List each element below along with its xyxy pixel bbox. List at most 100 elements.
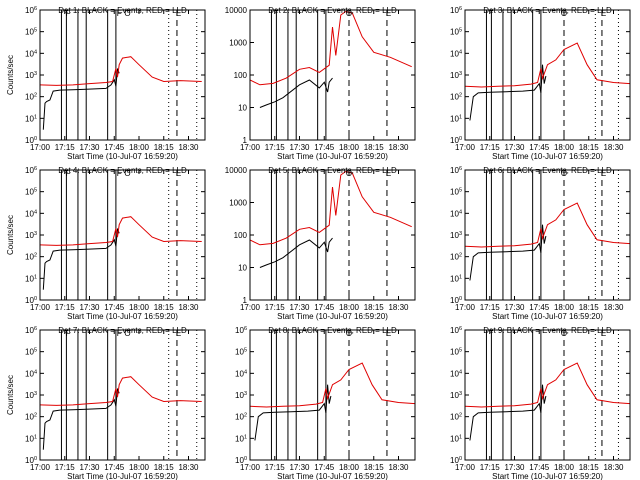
event-marker-label: F <box>117 169 122 178</box>
event-marker-label: F <box>66 329 71 338</box>
series-line-events <box>42 388 120 450</box>
y-tick-exponent: 2 <box>459 413 462 419</box>
x-tick-label: 18:15 <box>154 463 175 472</box>
x-axis-label: Start Time (10-Jul-07 16:59:20) <box>67 152 178 161</box>
y-tick-label: 1000 <box>229 199 247 208</box>
plot-title: Det 9: BLACK = Events, RED = LLD <box>483 326 612 335</box>
y-tick-label: 10 <box>238 104 247 113</box>
event-marker-label: O <box>124 9 130 18</box>
y-tick-exponent: 1 <box>34 274 37 280</box>
x-tick-label: 18:00 <box>339 143 360 152</box>
y-tick-label: 100 <box>235 456 247 465</box>
y-tick-exponent: 2 <box>34 413 37 419</box>
plot-frame <box>464 169 631 301</box>
event-marker-label: F <box>66 169 71 178</box>
y-tick-label: 104 <box>25 369 37 378</box>
y-tick-exponent: 6 <box>34 326 37 332</box>
x-tick-label: 17:45 <box>529 463 550 472</box>
x-tick-label: 18:30 <box>388 463 409 472</box>
y-tick-label: 103 <box>25 231 37 240</box>
x-axis-label: Start Time (10-Jul-07 16:59:20) <box>67 472 178 480</box>
y-axis-label: Counts/sec <box>6 215 15 255</box>
y-tick-label: 105 <box>235 348 247 357</box>
x-tick-label: 18:30 <box>603 463 624 472</box>
y-tick-exponent: 2 <box>459 93 462 99</box>
y-tick-exponent: 6 <box>34 6 37 12</box>
x-axis-label: Start Time (10-Jul-07 16:59:20) <box>277 152 388 161</box>
plot-frame <box>39 329 206 461</box>
y-tick-exponent: 1 <box>244 434 247 440</box>
x-tick-label: 18:15 <box>364 303 385 312</box>
y-tick-label: 101 <box>450 274 462 283</box>
y-tick-exponent: 2 <box>459 253 462 259</box>
y-tick-exponent: 3 <box>34 231 37 237</box>
x-axis-label: Start Time (10-Jul-07 16:59:20) <box>277 472 388 480</box>
x-tick-label: 17:30 <box>289 463 310 472</box>
x-tick-label: 18:30 <box>603 143 624 152</box>
plot-title: Det 2: BLACK = Events, RED = LLD <box>268 6 397 15</box>
y-tick-exponent: 0 <box>34 296 37 302</box>
x-tick-label: 17:00 <box>240 303 261 312</box>
y-tick-exponent: 6 <box>459 6 462 12</box>
y-tick-exponent: 0 <box>34 136 37 142</box>
y-tick-label: 105 <box>450 28 462 37</box>
x-tick-label: 17:45 <box>314 143 335 152</box>
x-tick-label: 17:15 <box>480 463 501 472</box>
x-tick-label: 17:30 <box>79 303 100 312</box>
y-tick-label: 106 <box>450 166 462 175</box>
y-tick-exponent: 1 <box>459 114 462 120</box>
x-tick-label: 18:30 <box>178 463 199 472</box>
x-tick-label: 17:15 <box>265 463 286 472</box>
x-tick-label: 17:30 <box>504 143 525 152</box>
x-tick-label: 18:15 <box>579 143 600 152</box>
y-tick-label: 103 <box>450 231 462 240</box>
series-line-events <box>42 228 120 290</box>
x-tick-label: 18:15 <box>579 463 600 472</box>
series-line-events <box>259 237 333 268</box>
y-tick-label: 104 <box>450 369 462 378</box>
event-marker-label: O <box>124 169 130 178</box>
y-tick-exponent: 3 <box>244 391 247 397</box>
x-tick-label: 18:30 <box>178 303 199 312</box>
x-tick-label: 18:00 <box>339 463 360 472</box>
y-tick-exponent: 6 <box>34 166 37 172</box>
series-line-lld <box>250 170 412 246</box>
x-tick-label: 18:15 <box>154 143 175 152</box>
plot-title: Det 3: BLACK = Events, RED = LLD <box>483 6 612 15</box>
event-marker-label: F <box>117 329 122 338</box>
plot-frame <box>249 329 416 461</box>
y-tick-exponent: 2 <box>34 93 37 99</box>
y-tick-label: 100 <box>25 296 37 305</box>
y-tick-label: 103 <box>450 71 462 80</box>
y-tick-exponent: 5 <box>459 28 462 34</box>
series-line-lld <box>40 216 202 246</box>
series-line-lld <box>465 202 630 248</box>
y-tick-label: 104 <box>450 49 462 58</box>
y-tick-label: 102 <box>450 93 462 102</box>
y-tick-exponent: 5 <box>459 348 462 354</box>
series-line-lld <box>40 56 202 86</box>
event-marker-label: E <box>601 169 606 178</box>
y-tick-label: 1 <box>243 136 248 145</box>
y-tick-label: 105 <box>25 28 37 37</box>
x-tick-label: 17:00 <box>30 143 51 152</box>
x-tick-label: 17:00 <box>455 303 476 312</box>
y-tick-exponent: 2 <box>244 413 247 419</box>
y-tick-label: 106 <box>25 326 37 335</box>
y-tick-exponent: 1 <box>34 434 37 440</box>
event-marker-label: E <box>176 9 181 18</box>
y-tick-exponent: 4 <box>34 369 37 375</box>
x-tick-label: 17:45 <box>529 303 550 312</box>
x-tick-label: 17:30 <box>79 463 100 472</box>
x-tick-label: 17:30 <box>79 143 100 152</box>
x-tick-label: 17:45 <box>104 143 125 152</box>
x-tick-label: 17:45 <box>529 143 550 152</box>
y-tick-exponent: 4 <box>459 209 462 215</box>
x-tick-label: 17:15 <box>480 303 501 312</box>
y-tick-label: 105 <box>450 188 462 197</box>
x-axis-label: Start Time (10-Jul-07 16:59:20) <box>492 152 603 161</box>
